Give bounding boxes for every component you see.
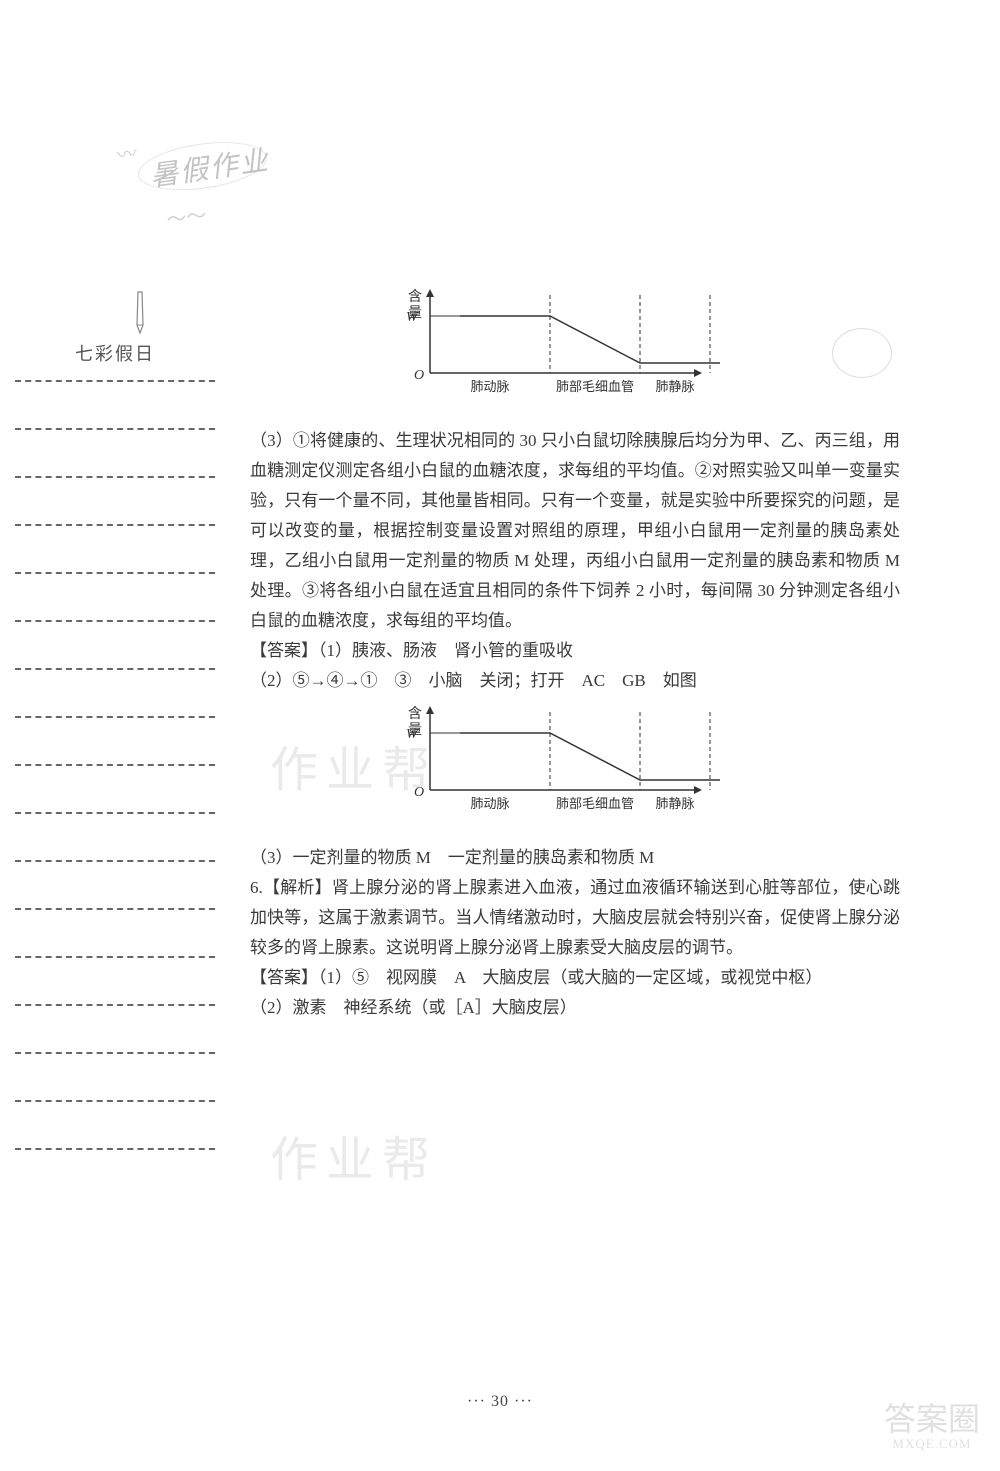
stamp-text: 暑假作业 xyxy=(147,138,271,194)
svg-text:肺部毛细血管: 肺部毛细血管 xyxy=(556,379,634,394)
q6-analysis: 6.【解析】肾上腺分泌的肾上腺素进入血液，通过血液循环输送到心脏等部位，使心跳加… xyxy=(250,873,900,963)
dash-row xyxy=(15,476,215,478)
answer-label: 【答案】 xyxy=(250,641,318,660)
chart-2: 含量WO肺动脉肺部毛细血管肺静脉 xyxy=(400,702,900,837)
watermark: 作业帮 xyxy=(270,1120,438,1190)
main-content: 含量WO肺动脉肺部毛细血管肺静脉 （3）①将健康的、生理状况相同的 30 只小白… xyxy=(250,285,900,1023)
dash-row xyxy=(15,428,215,430)
dash-row xyxy=(15,956,215,958)
svg-text:肺部毛细血管: 肺部毛细血管 xyxy=(556,796,634,811)
dash-row xyxy=(15,716,215,718)
page-number: ··· 30 ··· xyxy=(0,1393,1000,1411)
answer-6-1: 【答案】（1）⑤ 视网膜 A 大脑皮层（或大脑的一定区域，或视觉中枢） xyxy=(250,963,900,993)
pencil-icon xyxy=(130,290,150,335)
stamp-deco: 〰 xyxy=(115,137,139,169)
answer-2: （2）⑤→④→① ③ 小脑 关闭；打开 AC GB 如图 xyxy=(250,666,900,696)
dash-row xyxy=(15,668,215,670)
summer-homework-stamp: 暑假作业 〰 〜〜 xyxy=(94,107,306,234)
q6-text: 肾上腺分泌的肾上腺素进入血液，通过血液循环输送到心脏等部位，使心跳加快等，这属于… xyxy=(250,878,900,957)
dash-row xyxy=(15,1148,215,1150)
paragraph-3: （3）①将健康的、生理状况相同的 30 只小白鼠切除胰腺后均分为甲、乙、丙三组，… xyxy=(250,426,900,636)
dash-row xyxy=(15,764,215,766)
svg-text:肺动脉: 肺动脉 xyxy=(470,379,509,394)
dash-row xyxy=(15,572,215,574)
svg-text:肺动脉: 肺动脉 xyxy=(470,796,509,811)
answer-line-1: 【答案】（1）胰液、肠液 肾小管的重吸收 xyxy=(250,636,900,666)
sidebar: 七彩假日 xyxy=(15,370,220,1196)
dash-row xyxy=(15,620,215,622)
dash-row xyxy=(15,812,215,814)
chart1-svg: 含量WO肺动脉肺部毛细血管肺静脉 xyxy=(400,285,730,410)
svg-text:W: W xyxy=(406,727,419,742)
dash-row xyxy=(15,1004,215,1006)
answer-3: （3）一定剂量的物质 M 一定剂量的胰岛素和物质 M xyxy=(250,843,900,873)
dash-row xyxy=(15,908,215,910)
svg-text:含: 含 xyxy=(408,706,422,722)
svg-text:O: O xyxy=(414,785,424,800)
dash-row xyxy=(15,380,215,382)
sidebar-dashes xyxy=(15,380,220,1150)
svg-text:W: W xyxy=(406,310,419,325)
q6-label: 6.【解析】 xyxy=(250,878,332,897)
sidebar-label: 七彩假日 xyxy=(75,340,155,366)
svg-text:O: O xyxy=(414,368,424,383)
dash-row xyxy=(15,860,215,862)
svg-text:肺静脉: 肺静脉 xyxy=(655,379,694,394)
answer-1: （1）胰液、肠液 肾小管的重吸收 xyxy=(318,641,573,660)
dash-row xyxy=(15,524,215,526)
answer-6-2: （2）激素 神经系统（或［A］大脑皮层） xyxy=(250,993,900,1023)
dash-row xyxy=(15,1100,215,1102)
chart2-svg: 含量WO肺动脉肺部毛细血管肺静脉 xyxy=(400,702,730,827)
footer-small: MXQE.COM xyxy=(884,1437,980,1451)
svg-text:含: 含 xyxy=(408,289,422,305)
dash-row xyxy=(15,1052,215,1054)
stamp-deco: 〜〜 xyxy=(164,199,208,233)
chart-1: 含量WO肺动脉肺部毛细血管肺静脉 xyxy=(400,285,900,420)
svg-text:肺静脉: 肺静脉 xyxy=(655,796,694,811)
footer-big: 答案圈 xyxy=(884,1402,980,1437)
footer-watermark: 答案圈 MXQE.COM xyxy=(884,1402,980,1451)
